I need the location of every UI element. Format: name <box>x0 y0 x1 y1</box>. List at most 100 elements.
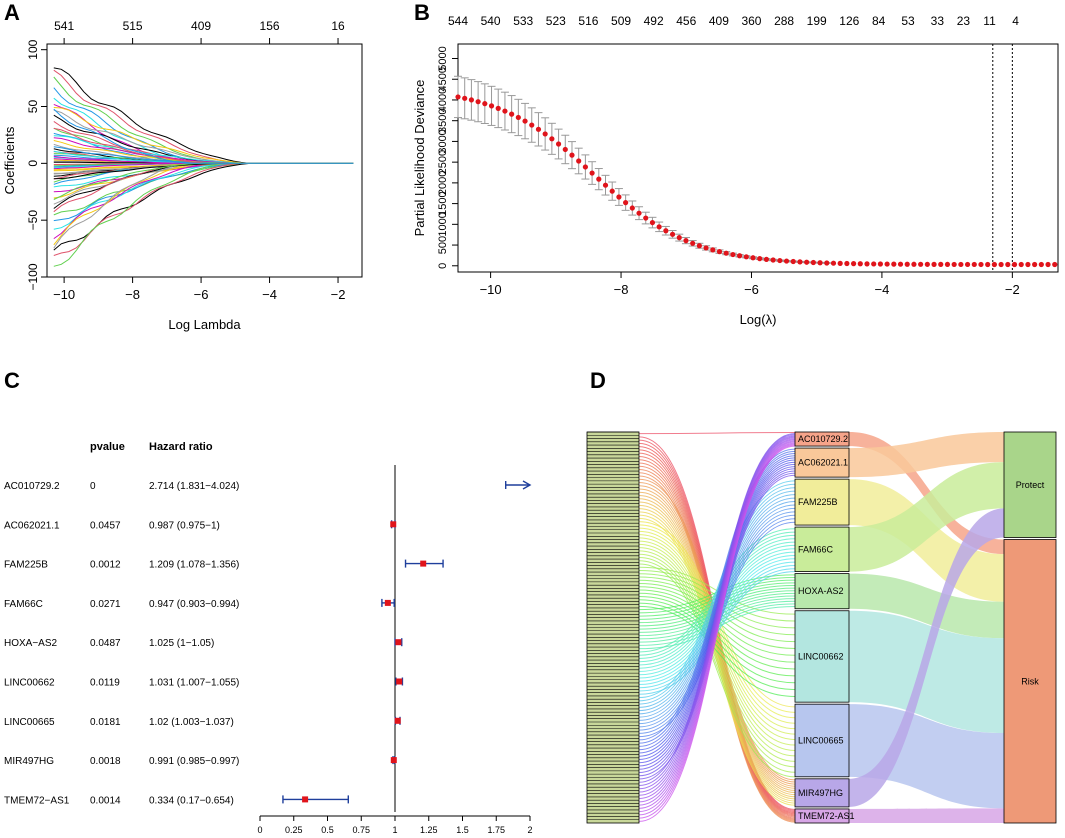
hazard-ratio-value: 0.987 (0.975−1) <box>149 520 220 531</box>
deviance-point <box>562 146 568 153</box>
sample-flow-link <box>638 457 796 754</box>
y-tick-label: 500 <box>437 236 449 254</box>
deviance-point <box>1005 261 1011 268</box>
x-tick-label: 1 <box>392 825 397 835</box>
deviance-point <box>515 114 521 121</box>
panel-c-forest-plot: pvalue Hazard ratio AC010729.2 0 2.714 (1.83… <box>4 441 533 835</box>
top-tick-label: 540 <box>481 14 501 28</box>
y-tick-label: −50 <box>26 210 40 231</box>
gene-label: AC010729.2 <box>4 481 60 492</box>
top-tick-label: 533 <box>513 14 533 28</box>
x-tick-label: 1.5 <box>456 825 469 835</box>
y-tick-label: 0 <box>437 263 449 269</box>
gene-node <box>794 526 850 572</box>
deviance-point <box>824 260 830 266</box>
top-tick-label: 544 <box>448 14 468 28</box>
top-tick-label: 523 <box>546 14 566 28</box>
x-tick-label: 0.5 <box>321 825 334 835</box>
y-tick-label: 4000 <box>437 88 449 112</box>
deviance-point <box>616 194 622 200</box>
sample-flow-link <box>638 602 796 691</box>
gene-node <box>794 778 850 808</box>
deviance-point <box>904 261 910 267</box>
gene-node-label: AC062021.1 <box>798 458 848 468</box>
y-tick-label: 50 <box>26 100 40 114</box>
deviance-point <box>468 97 475 103</box>
deviance-point <box>911 261 917 267</box>
top-tick-label: 11 <box>983 14 996 28</box>
coefficient-path-line <box>53 162 354 256</box>
y-tick-label: 100 <box>26 39 40 59</box>
sample-flow-link <box>638 543 796 746</box>
deviance-point <box>931 261 937 267</box>
deviance-point <box>522 118 528 124</box>
top-tick-label: 199 <box>807 14 827 28</box>
deviance-point <box>797 259 803 265</box>
hazard-ratio-point <box>420 560 427 567</box>
deviance-point <box>958 261 964 268</box>
deviance-point <box>555 141 562 147</box>
plot-frame <box>457 43 1059 273</box>
gene-node <box>794 447 850 478</box>
risk-node <box>1003 539 1057 824</box>
deviance-point <box>743 254 749 260</box>
deviance-point <box>1038 261 1044 268</box>
sample-flow-link <box>638 547 796 751</box>
deviance-point <box>690 240 696 246</box>
hazard-ratio-point <box>384 599 391 606</box>
deviance-point <box>656 224 662 230</box>
deviance-point <box>837 260 843 266</box>
coefficient-path-line <box>53 108 354 164</box>
deviance-point <box>891 261 897 267</box>
deviance-point <box>985 261 991 268</box>
top-tick-label: 4 <box>1012 14 1019 28</box>
sample-flow-link <box>638 488 796 787</box>
gene-label: LINC00665 <box>4 717 55 728</box>
deviance-point <box>998 261 1004 268</box>
deviance-point <box>462 95 468 101</box>
gene-label: AC062021.1 <box>4 520 60 531</box>
x-tick-label: −10 <box>480 282 502 297</box>
gene-label: FAM66C <box>4 599 43 610</box>
group-flow-band <box>849 479 1004 602</box>
deviance-point <box>857 261 863 267</box>
sample-flow-link <box>638 453 796 747</box>
deviance-point <box>817 260 823 266</box>
deviance-point <box>549 136 555 142</box>
deviance-point <box>790 258 796 265</box>
sample-flow-link <box>638 596 796 677</box>
x-tick-label: −6 <box>194 287 209 302</box>
y-tick-label: 1500 <box>437 191 449 215</box>
x-tick-label: −2 <box>1005 282 1020 297</box>
top-tick-label: 23 <box>957 14 971 28</box>
gene-label: TMEM72−AS1 <box>4 795 70 806</box>
deviance-point <box>897 261 904 267</box>
deviance-point <box>850 261 857 267</box>
hazard-ratio-point <box>395 639 402 646</box>
top-tick-label: 409 <box>191 19 211 33</box>
risk-node-label: Risk <box>1021 676 1039 686</box>
pvalue-value: 0.0457 <box>90 520 121 531</box>
deviance-point <box>938 261 944 267</box>
deviance-point <box>750 255 756 261</box>
panel-label-b: B <box>414 0 430 25</box>
deviance-point <box>455 94 461 100</box>
deviance-point <box>649 219 656 226</box>
y-tick-label: 4500 <box>437 67 449 91</box>
x-axis-label: Log(λ) <box>740 312 777 327</box>
deviance-point <box>582 164 588 170</box>
deviance-point <box>643 215 649 221</box>
top-tick-label: 516 <box>578 14 598 28</box>
top-tick-label: 509 <box>611 14 631 28</box>
hazard-ratio-value: 0.947 (0.903−0.994) <box>149 599 239 610</box>
gene-node-label: LINC00665 <box>798 735 844 745</box>
group-flow-band <box>849 808 1004 823</box>
hazard-ratio-point <box>390 757 397 764</box>
top-tick-label: 456 <box>676 14 696 28</box>
gene-label: HOXA−AS2 <box>4 638 58 649</box>
deviance-point <box>964 261 971 268</box>
hazard-ratio-point <box>390 521 397 528</box>
top-tick-label: 84 <box>872 14 886 28</box>
gene-node <box>794 808 850 824</box>
deviance-point <box>978 261 984 268</box>
